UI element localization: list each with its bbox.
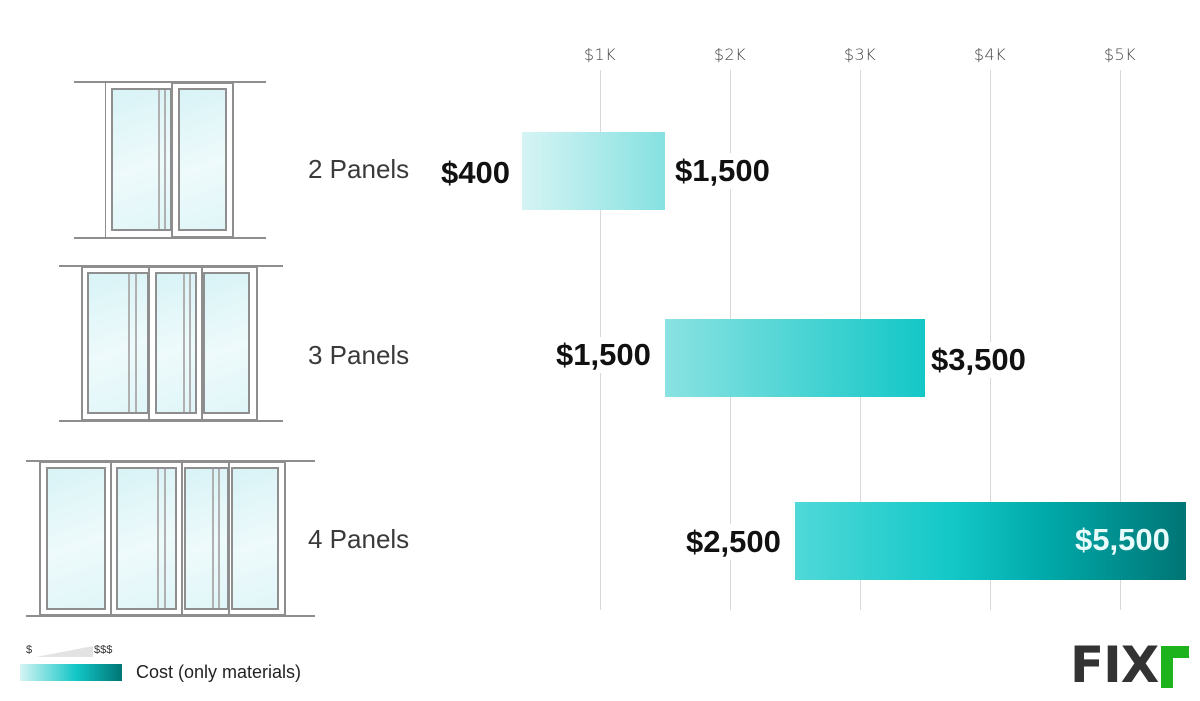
legend-scale-low: $ [26, 644, 33, 656]
stile-line [128, 274, 130, 412]
x-tick-5k: $5K [1103, 45, 1137, 64]
stile-line [135, 274, 137, 412]
legend-gradient-swatch [20, 664, 122, 681]
legend-scale-high: $$$ [94, 644, 113, 656]
row-label-3-panels: 3 Panels [308, 340, 410, 370]
stile-line [212, 469, 214, 608]
glass-pane [178, 88, 227, 231]
legend-label: Cost (only materials) [136, 662, 302, 682]
x-tick-3k: $3K [843, 45, 877, 64]
panel-divider [148, 267, 150, 420]
high-value-3-panels: $3,500 [929, 342, 1028, 378]
stile-line [158, 90, 160, 229]
glass-pane [184, 467, 229, 610]
panel-divider [201, 267, 203, 420]
high-value-2-panels: $1,500 [673, 153, 772, 189]
range-bar-3-panels [665, 319, 925, 397]
sill-line [59, 420, 283, 422]
panel-divider [181, 462, 183, 615]
row-label-2-panels: 2 Panels [308, 154, 410, 184]
stile-line [189, 274, 191, 412]
stile-line [157, 469, 159, 608]
low-value-4-panels: $2,500 [684, 524, 783, 560]
panel-divider [228, 462, 230, 615]
door-illustration-4-panels [26, 460, 315, 617]
stile-line [164, 469, 166, 608]
panel-divider [110, 462, 112, 615]
gridline-4k [990, 70, 991, 610]
low-value-3-panels: $1,500 [554, 337, 653, 373]
stile-line [164, 90, 166, 229]
glass-pane [203, 272, 250, 414]
glass-pane [87, 272, 149, 414]
row-label-4-panels: 4 Panels [308, 524, 410, 554]
sill-line [74, 237, 266, 239]
range-bar-4-panels [795, 502, 1186, 580]
legend: $ $$$ Cost (only materials) [0, 640, 340, 690]
x-tick-4k: $4K [973, 45, 1007, 64]
range-bar-2-panels [522, 132, 665, 210]
stile-line [183, 274, 185, 412]
glass-pane [46, 467, 106, 610]
logo-wordmark: FIX [1070, 636, 1159, 694]
sill-line [26, 615, 315, 617]
x-tick-2k: $2K [713, 45, 747, 64]
legend-scale-wedge [36, 646, 93, 657]
glass-pane [111, 88, 172, 231]
glass-pane [231, 467, 279, 610]
gridline-5k [1120, 70, 1121, 610]
x-tick-1k: $1K [583, 45, 617, 64]
glass-pane [116, 467, 177, 610]
logo-r-icon [1161, 646, 1189, 688]
high-value-4-panels: $5,500 [1075, 522, 1170, 557]
door-illustration-2-panels [74, 81, 266, 239]
low-value-2-panels: $400 [439, 155, 512, 191]
fixr-logo: FIX [1070, 636, 1192, 694]
door-illustration-3-panels [59, 265, 283, 422]
stile-line [218, 469, 220, 608]
